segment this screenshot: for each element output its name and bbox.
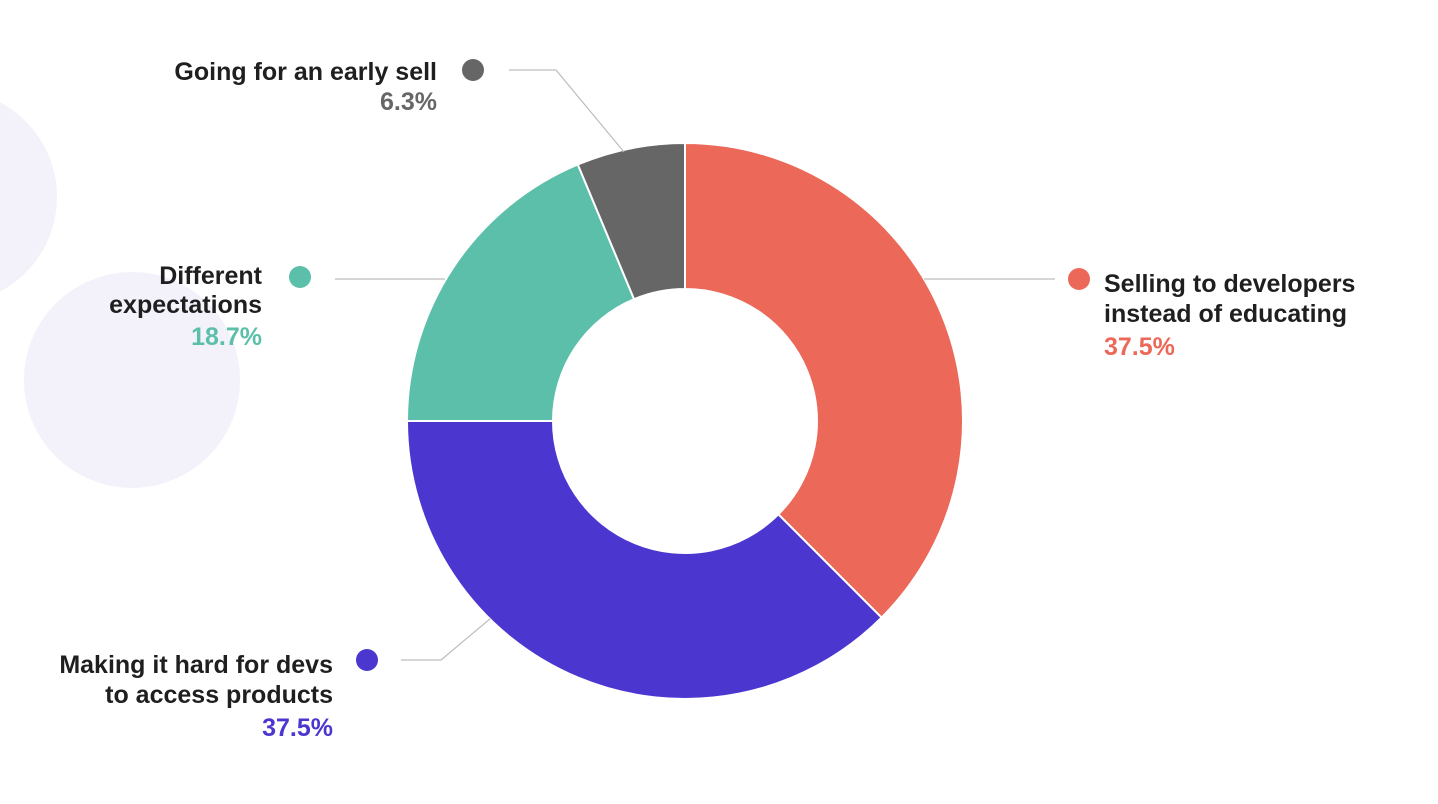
slice-selling-to-developers bbox=[684, 141, 965, 619]
leaders-layer bbox=[335, 69, 1055, 661]
marker-dot-2 bbox=[289, 266, 311, 288]
leader-line-3 bbox=[509, 69, 625, 153]
slice-different-expectations bbox=[405, 163, 636, 422]
decor-circle-top bbox=[0, 102, 57, 292]
slices-layer bbox=[405, 141, 965, 701]
marker-dot-0 bbox=[1068, 268, 1090, 290]
decor-circle-bottom bbox=[24, 272, 240, 488]
slice-making-it-hard bbox=[405, 420, 883, 701]
decor-layer bbox=[0, 102, 240, 488]
label-selling-to-developers-line-1: instead of educating bbox=[1104, 300, 1347, 328]
label-making-it-hard-line-1: to access products bbox=[105, 681, 333, 709]
leader-line-1 bbox=[401, 617, 492, 661]
marker-dot-3 bbox=[462, 59, 484, 81]
label-early-sell-value: 6.3% bbox=[380, 88, 437, 116]
label-making-it-hard-value: 37.5% bbox=[262, 714, 333, 742]
label-different-expectations-line-0: Different bbox=[159, 262, 262, 290]
slice-early-sell bbox=[576, 141, 686, 301]
label-different-expectations-value: 18.7% bbox=[191, 323, 262, 351]
marker-dot-1 bbox=[356, 649, 378, 671]
label-selling-to-developers-line-0: Selling to developers bbox=[1104, 270, 1355, 298]
label-making-it-hard-line-0: Making it hard for devs bbox=[59, 651, 333, 679]
label-early-sell-line-0: Going for an early sell bbox=[174, 58, 437, 86]
label-selling-to-developers-value: 37.5% bbox=[1104, 333, 1175, 361]
label-different-expectations-line-1: expectations bbox=[109, 291, 262, 319]
